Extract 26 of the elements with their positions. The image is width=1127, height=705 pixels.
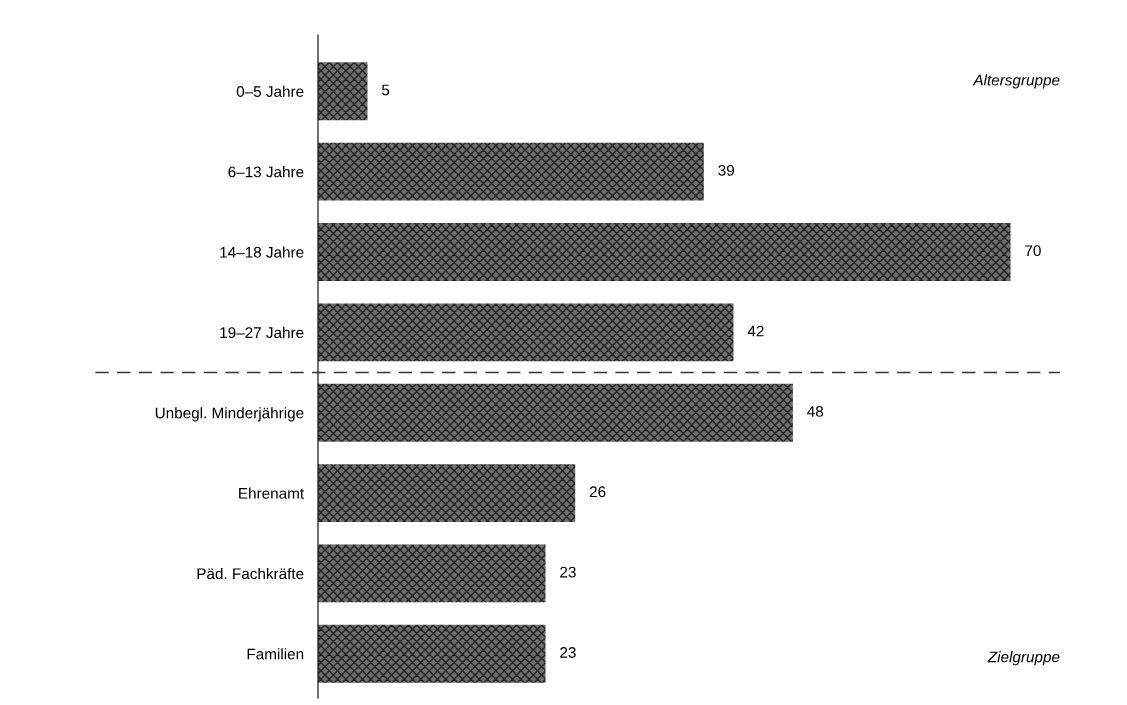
annotation: Zielgruppe [987,651,1060,666]
bar [318,142,704,201]
data-label: 70 [1025,245,1041,257]
y-tick-label: Familien [247,648,304,660]
annotation: Altersgruppe [972,74,1060,89]
data-label: 23 [560,647,576,658]
y-tick-label: 0–5 Jahre [236,85,304,97]
y-tick-label: 19–27 Jahre [220,326,304,339]
data-label: 39 [718,164,734,176]
data-label: 5 [381,84,390,96]
bar [318,624,546,683]
bar [318,303,734,362]
bar [318,464,576,522]
y-tick-label: Päd. Fachkräfte [197,567,304,580]
y-tick-label: Unbegl. Minderjährige [155,407,304,422]
bar [318,383,793,442]
bar [318,62,368,121]
data-label: 26 [589,486,606,498]
y-tick-label: 6–13 Jahre [228,166,304,178]
bar [318,223,1011,281]
y-tick-label: 14–18 Jahre [220,246,304,258]
y-tick-label: Ehrenamt [239,487,304,499]
data-label: 42 [747,325,764,337]
data-label: 48 [807,405,824,417]
bar [318,544,546,603]
data-label: 23 [560,566,576,578]
